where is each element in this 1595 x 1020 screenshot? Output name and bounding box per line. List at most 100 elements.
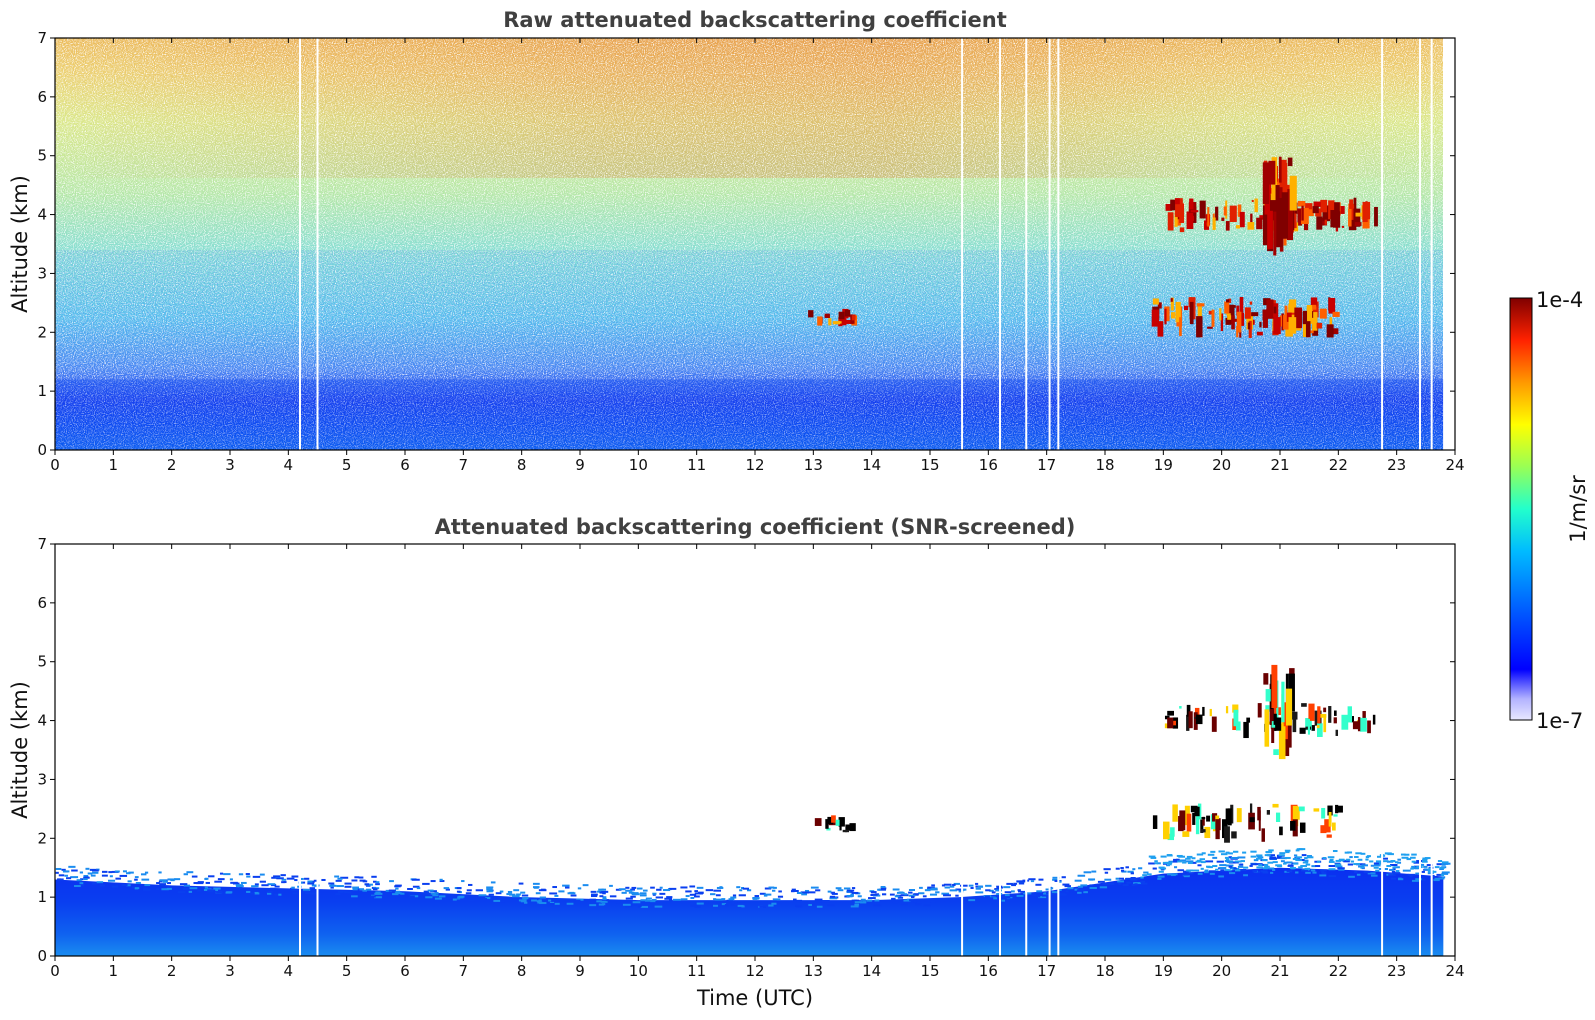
- screened-bl-speckle: [362, 889, 368, 892]
- screened-bl-speckle: [1263, 864, 1269, 867]
- screened-bl-speckle: [1028, 878, 1036, 881]
- screened-bl-speckle: [524, 901, 528, 904]
- screened-bl-speckle: [1315, 865, 1321, 868]
- screened-bl-speckle: [1117, 880, 1124, 883]
- screened-bl-speckle: [259, 873, 265, 876]
- screened-cloud-cell: [1243, 721, 1249, 739]
- screened-cloud-cell: [1299, 727, 1306, 734]
- screened-bl-speckle: [475, 889, 483, 892]
- screened-bl-speckle: [144, 884, 151, 887]
- screened-bl-speckle: [1335, 865, 1343, 868]
- screened-bl-speckle: [512, 895, 520, 898]
- raw-cloud-cell: [1223, 206, 1227, 216]
- screened-bl-speckle: [577, 887, 582, 890]
- screened-bl-speckle: [1265, 865, 1270, 868]
- screened-bl-speckle: [1421, 860, 1428, 863]
- screened-bl-speckle: [728, 898, 735, 901]
- raw-cloud-cell: [1288, 317, 1297, 334]
- raw-cloud-cell: [1220, 313, 1224, 332]
- screened-bl-speckle: [1196, 853, 1204, 856]
- screened-bl-speckle: [465, 892, 472, 895]
- screened-cloud-cell: [1333, 717, 1337, 724]
- screened-bl-speckle: [602, 892, 606, 895]
- screened-bl-speckle: [328, 882, 335, 885]
- screened-bl-speckle: [1228, 852, 1233, 855]
- screened-x-tick-label: 16: [979, 962, 998, 980]
- raw-cloud-cell: [841, 315, 847, 326]
- screened-x-tick-label: 4: [284, 962, 294, 980]
- screened-bl-speckle: [506, 898, 512, 901]
- screened-bl-speckle: [1430, 870, 1437, 873]
- screened-cloud-features: [814, 664, 1376, 843]
- screened-cloud-cell: [1308, 703, 1315, 721]
- raw-cloud-cell: [1354, 222, 1362, 226]
- screened-bl-speckle: [593, 900, 598, 903]
- screened-bl-speckle: [191, 875, 198, 878]
- screened-bl-speckle: [1264, 854, 1271, 857]
- screened-bl-speckle: [1233, 850, 1239, 853]
- screened-bl-speckle: [575, 899, 581, 902]
- raw-y-tick-label: 6: [37, 88, 47, 106]
- screened-bl-speckle: [1267, 854, 1275, 857]
- screened-bl-speckle: [977, 885, 984, 888]
- screened-bl-speckle: [1006, 882, 1013, 885]
- screened-bl-speckle: [816, 902, 822, 905]
- screened-bl-speckle: [1436, 863, 1445, 866]
- raw-y-tick-label: 4: [37, 206, 47, 224]
- screened-bl-speckle: [1382, 860, 1389, 863]
- screened-bl-speckle: [1143, 871, 1149, 874]
- raw-y-ticks: 0 1 2 3 4 5 6 7: [37, 29, 1455, 459]
- raw-y-tick-label: 7: [37, 29, 47, 47]
- screened-bl-speckle: [344, 885, 352, 888]
- screened-cloud-cell: [1337, 805, 1343, 813]
- raw-cloud-cell: [1199, 200, 1206, 219]
- screened-bl-speckle: [1252, 870, 1257, 873]
- screened-bl-speckle: [1162, 861, 1169, 864]
- screened-bl-speckle: [1328, 865, 1336, 868]
- screened-bl-speckle: [400, 892, 405, 895]
- raw-cloud-cell: [1247, 222, 1255, 230]
- screened-bl-speckle: [299, 877, 304, 880]
- raw-cloud-cell: [1306, 305, 1313, 322]
- screened-bl-speckle: [1224, 859, 1230, 862]
- screened-bl-speckle: [1293, 854, 1298, 857]
- screened-cloud-cell: [1321, 807, 1326, 819]
- screened-cloud-cell: [1261, 828, 1265, 842]
- screened-y-tick-label: 1: [37, 888, 47, 906]
- screened-bl-speckle: [1018, 896, 1024, 899]
- screened-cloud-cell: [1167, 833, 1175, 841]
- screened-x-tick-label: 24: [1445, 962, 1464, 980]
- screened-bl-speckle: [1411, 879, 1419, 882]
- screened-bl-speckle: [1434, 877, 1440, 880]
- screened-bl-speckle: [724, 904, 729, 907]
- screened-bl-speckle: [1268, 867, 1275, 870]
- screened-bl-speckle: [1440, 873, 1445, 876]
- raw-cloud-cell: [1254, 198, 1258, 213]
- screened-bl-speckle: [1375, 860, 1382, 863]
- raw-cloud-cell: [1262, 309, 1268, 320]
- screened-bl-speckle: [335, 879, 342, 882]
- raw-cloud-cell: [1244, 307, 1251, 319]
- screened-cloud-cell: [1186, 704, 1191, 717]
- raw-cloud-cell: [1332, 328, 1339, 335]
- screened-x-tick-label: 9: [575, 962, 585, 980]
- screened-bl-speckle: [493, 898, 501, 901]
- raw-cloud-cell: [1164, 306, 1170, 322]
- screened-bl-speckle: [1138, 867, 1143, 870]
- screened-cloud-cell: [1292, 805, 1299, 827]
- screened-bl-speckle: [1175, 858, 1180, 861]
- screened-bl-speckle: [830, 891, 835, 894]
- raw-cloud-cell: [1330, 210, 1335, 228]
- screened-bl-speckle: [1322, 857, 1327, 860]
- screened-bl-speckle: [1378, 861, 1384, 864]
- raw-cloud-cell: [1281, 192, 1289, 239]
- screened-bl-speckle: [1104, 878, 1112, 881]
- screened-bl-speckle: [1168, 860, 1173, 863]
- screened-bl-speckle: [1036, 890, 1043, 893]
- raw-x-tick-label: 20: [1212, 456, 1231, 474]
- screened-bl-speckle: [214, 880, 222, 883]
- screened-bl-speckle: [601, 888, 607, 891]
- raw-cloud-cell: [851, 315, 856, 321]
- screened-bl-speckle: [427, 889, 434, 892]
- screened-cloud-cell: [1313, 808, 1320, 812]
